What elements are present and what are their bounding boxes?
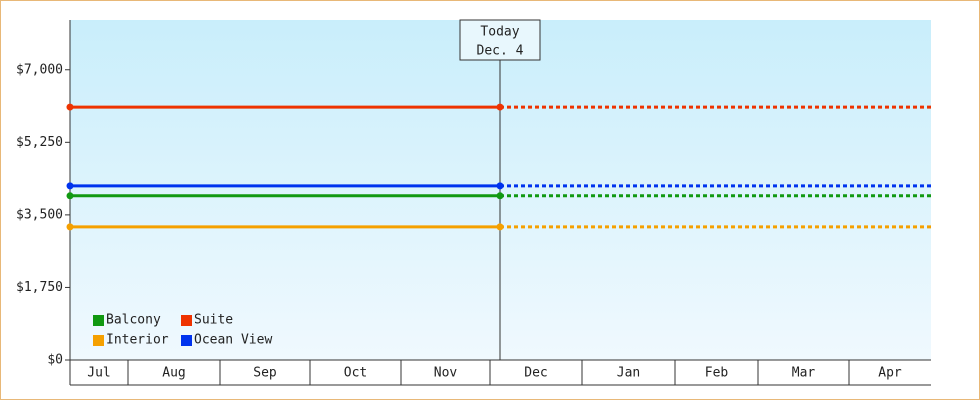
x-tick-label: Dec — [524, 366, 547, 381]
point — [496, 182, 504, 190]
legend-label: Ocean View — [194, 333, 272, 348]
today-date: Dec. 4 — [477, 44, 524, 59]
x-tick-label: Oct — [344, 366, 367, 381]
x-tick-label: Feb — [705, 366, 729, 381]
today-box — [459, 19, 541, 61]
legend-swatch — [93, 335, 104, 346]
y-tick-label: $7,000 — [16, 62, 63, 77]
x-tick-label: Nov — [434, 366, 458, 381]
x-tick-label: Sep — [253, 366, 277, 381]
y-tick-label: $5,250 — [16, 135, 63, 150]
legend-label: Suite — [194, 313, 233, 328]
x-tick-label: Mar — [792, 366, 816, 381]
y-tick-label: $3,500 — [16, 207, 63, 222]
x-tick-label: Jul — [87, 366, 110, 381]
legend-swatch — [181, 335, 192, 346]
x-tick-label: Jan — [617, 366, 640, 381]
legend-swatch — [93, 315, 104, 326]
today-title: Today — [480, 25, 519, 40]
point — [66, 182, 74, 190]
y-tick-label: $0 — [47, 353, 63, 368]
legend-label: Interior — [106, 333, 169, 348]
y-tick-label: $1,750 — [16, 280, 63, 295]
x-tick-label: Aug — [162, 366, 185, 381]
legend-label: Balcony — [106, 313, 161, 328]
point — [496, 103, 504, 111]
legend-swatch — [181, 315, 192, 326]
point — [66, 103, 74, 111]
point — [496, 223, 504, 231]
point — [66, 192, 74, 200]
point — [496, 192, 504, 200]
point — [66, 223, 74, 231]
x-tick-label: Apr — [878, 366, 902, 381]
